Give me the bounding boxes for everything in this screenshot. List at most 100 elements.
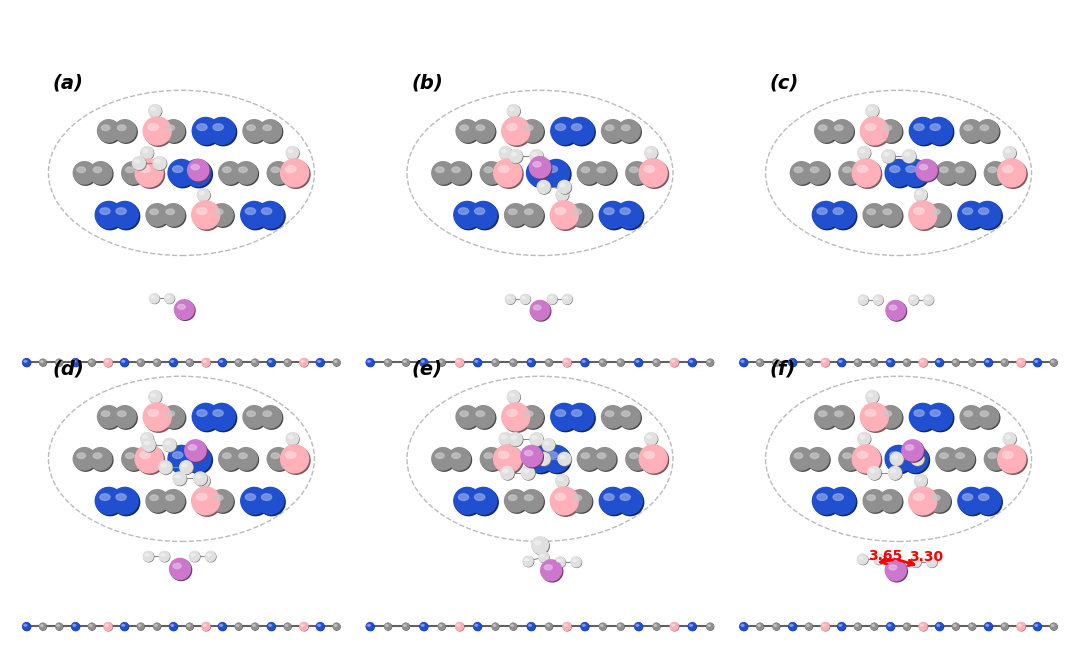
Ellipse shape xyxy=(572,559,577,562)
Circle shape xyxy=(689,359,697,366)
Circle shape xyxy=(688,622,696,630)
Ellipse shape xyxy=(457,360,460,362)
Circle shape xyxy=(154,624,161,630)
Ellipse shape xyxy=(819,411,827,416)
Circle shape xyxy=(880,491,903,513)
Circle shape xyxy=(653,623,660,630)
Ellipse shape xyxy=(860,557,863,559)
Circle shape xyxy=(558,453,571,466)
Ellipse shape xyxy=(858,166,867,172)
Circle shape xyxy=(258,489,285,515)
Circle shape xyxy=(645,432,657,445)
Circle shape xyxy=(903,447,930,473)
Circle shape xyxy=(188,160,208,181)
Circle shape xyxy=(522,205,544,227)
Circle shape xyxy=(159,461,172,473)
Ellipse shape xyxy=(178,305,186,309)
Circle shape xyxy=(789,623,797,630)
Circle shape xyxy=(170,358,177,366)
Circle shape xyxy=(165,294,175,303)
Circle shape xyxy=(1050,359,1057,366)
Circle shape xyxy=(403,624,409,630)
Circle shape xyxy=(97,406,120,428)
Ellipse shape xyxy=(285,166,296,172)
Circle shape xyxy=(502,117,530,145)
Circle shape xyxy=(570,205,593,227)
Circle shape xyxy=(852,445,880,473)
Circle shape xyxy=(96,203,123,229)
Circle shape xyxy=(570,491,593,513)
Ellipse shape xyxy=(175,475,180,478)
Circle shape xyxy=(1034,622,1041,630)
Circle shape xyxy=(688,358,696,366)
Circle shape xyxy=(618,406,640,428)
Circle shape xyxy=(1003,146,1015,159)
Circle shape xyxy=(144,552,153,562)
Circle shape xyxy=(502,403,530,431)
Circle shape xyxy=(1034,359,1041,366)
Circle shape xyxy=(689,623,697,630)
Circle shape xyxy=(202,359,211,367)
Ellipse shape xyxy=(484,167,492,172)
Ellipse shape xyxy=(200,477,204,481)
Circle shape xyxy=(420,358,428,366)
Circle shape xyxy=(243,406,266,428)
Circle shape xyxy=(73,448,96,470)
Ellipse shape xyxy=(690,624,692,626)
Ellipse shape xyxy=(99,208,110,214)
Circle shape xyxy=(909,295,919,305)
Circle shape xyxy=(543,440,555,452)
Circle shape xyxy=(640,160,669,188)
Circle shape xyxy=(908,487,936,515)
Circle shape xyxy=(454,487,481,514)
Ellipse shape xyxy=(774,360,777,362)
Circle shape xyxy=(861,117,889,145)
Ellipse shape xyxy=(932,209,940,215)
Circle shape xyxy=(482,449,504,471)
Circle shape xyxy=(792,449,814,471)
Ellipse shape xyxy=(606,125,613,130)
Ellipse shape xyxy=(940,167,948,172)
Ellipse shape xyxy=(644,452,654,458)
Ellipse shape xyxy=(189,452,199,458)
Circle shape xyxy=(286,146,298,159)
Circle shape xyxy=(494,445,522,473)
Circle shape xyxy=(740,622,747,630)
Ellipse shape xyxy=(883,153,889,156)
Circle shape xyxy=(864,205,887,227)
Ellipse shape xyxy=(189,166,199,172)
Circle shape xyxy=(616,487,643,514)
Ellipse shape xyxy=(842,453,851,458)
Circle shape xyxy=(147,491,170,513)
Circle shape xyxy=(635,622,643,630)
Ellipse shape xyxy=(239,453,247,458)
Ellipse shape xyxy=(842,167,851,172)
Circle shape xyxy=(635,358,643,366)
Circle shape xyxy=(168,160,194,186)
Ellipse shape xyxy=(986,360,988,362)
Ellipse shape xyxy=(954,624,956,626)
Circle shape xyxy=(40,624,46,630)
Circle shape xyxy=(879,489,902,512)
Circle shape xyxy=(503,118,531,146)
Circle shape xyxy=(1017,358,1025,366)
Circle shape xyxy=(599,623,606,630)
Ellipse shape xyxy=(905,153,909,156)
Circle shape xyxy=(625,448,648,470)
Ellipse shape xyxy=(548,452,557,458)
Circle shape xyxy=(563,358,571,366)
Ellipse shape xyxy=(118,411,126,416)
Circle shape xyxy=(186,161,213,188)
Ellipse shape xyxy=(940,453,948,458)
Circle shape xyxy=(202,622,210,630)
Circle shape xyxy=(563,622,571,630)
Ellipse shape xyxy=(672,360,675,362)
Ellipse shape xyxy=(1002,452,1013,458)
Circle shape xyxy=(40,623,46,630)
Ellipse shape xyxy=(24,360,27,362)
Ellipse shape xyxy=(883,125,892,130)
Ellipse shape xyxy=(868,108,873,110)
Circle shape xyxy=(975,489,1002,515)
Circle shape xyxy=(909,404,936,430)
Ellipse shape xyxy=(835,125,843,130)
